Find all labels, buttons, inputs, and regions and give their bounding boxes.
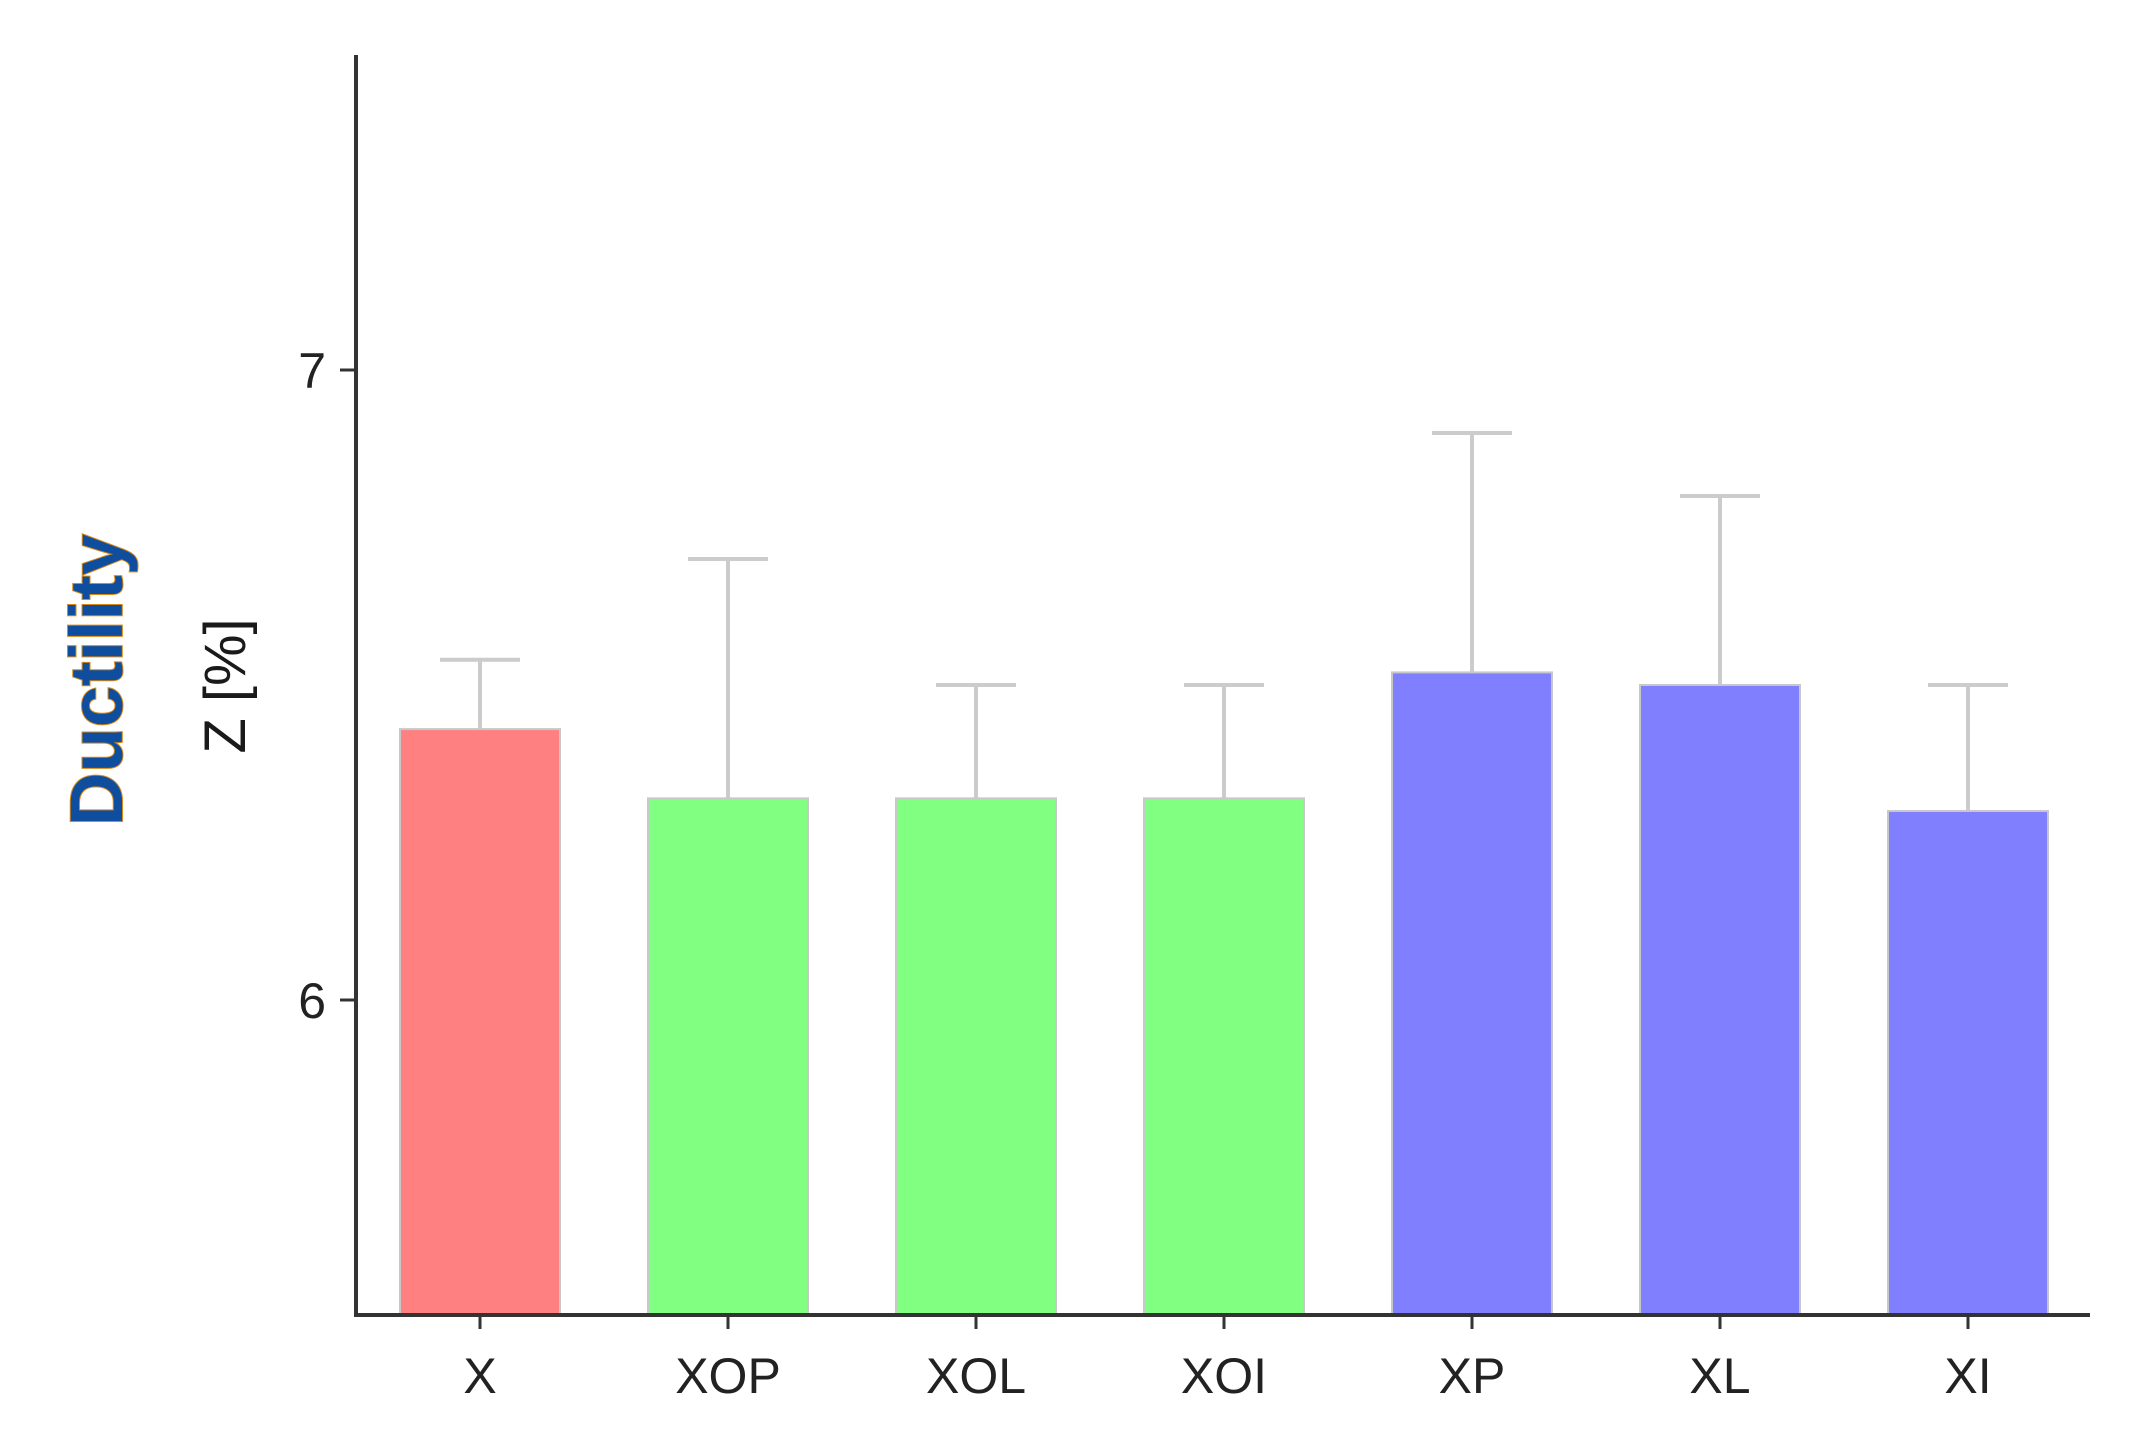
- axes: [340, 55, 2090, 1329]
- x-tick-label-xl: XL: [1689, 1348, 1750, 1404]
- bar-xl: [1639, 684, 1801, 1316]
- x-tick-label-xol: XOL: [926, 1348, 1026, 1404]
- x-tick-label-xoi: XOI: [1181, 1348, 1267, 1404]
- y-tick-label-7: 7: [298, 343, 326, 399]
- bar-xop: [647, 797, 809, 1316]
- y-tick-label-6: 6: [298, 973, 326, 1029]
- bar-xol: [895, 797, 1057, 1316]
- bars: [399, 671, 2049, 1316]
- x-tick-label-xop: XOP: [675, 1348, 781, 1404]
- tick-labels: X XOP XOL XOI XP XL XI 6 7: [298, 343, 1991, 1404]
- bar-x: [399, 728, 561, 1316]
- bar-xoi: [1143, 797, 1305, 1316]
- bar-xi: [1887, 810, 2049, 1316]
- x-tick-label-xi: XI: [1944, 1348, 1991, 1404]
- x-tick-label-xp: XP: [1439, 1348, 1506, 1404]
- error-bars: [440, 431, 2008, 811]
- bar-xp: [1391, 671, 1553, 1316]
- chart-title: Ductility: [55, 534, 138, 826]
- y-axis-title: Z [%]: [193, 618, 258, 753]
- x-tick-label-x: X: [463, 1348, 496, 1404]
